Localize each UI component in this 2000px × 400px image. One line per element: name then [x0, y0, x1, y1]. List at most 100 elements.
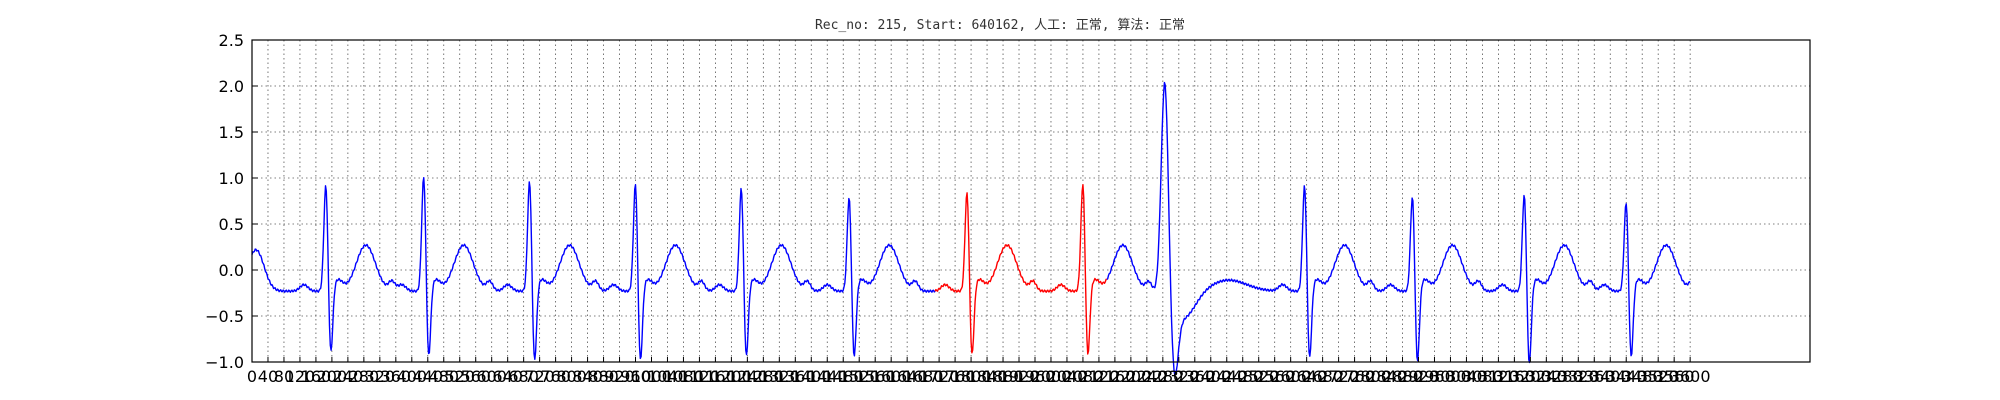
x-tick-label: 1680 [903, 367, 944, 386]
x-tick-label: 320 [365, 367, 396, 386]
x-tick-label: 3120 [1478, 367, 1519, 386]
x-tick-label: 2120 [1079, 367, 1120, 386]
x-axis-ticks: 0 408012016020024028032036040044048052056… [247, 357, 1711, 386]
x-tick-label: 3480 [1622, 367, 1663, 386]
x-tick-label: 1000 [631, 367, 672, 386]
x-tick-label: 1880 [983, 367, 1024, 386]
x-tick-label: 1760 [935, 367, 976, 386]
x-tick-label: 2480 [1222, 367, 1263, 386]
x-tick-label: 3320 [1558, 367, 1599, 386]
x-tick-label: 0 [247, 367, 257, 386]
x-tick-label: 2240 [1126, 367, 1167, 386]
x-tick-label: 2720 [1318, 367, 1359, 386]
x-tick-label: 2560 [1254, 367, 1295, 386]
x-tick-label: 880 [588, 367, 619, 386]
x-tick-label: 2600 [1270, 367, 1311, 386]
x-tick-label: 1120 [679, 367, 720, 386]
x-tick-label: 480 [428, 367, 459, 386]
y-tick-label: 2.5 [219, 31, 244, 50]
x-tick-label: 3600 [1670, 367, 1711, 386]
x-tick-label: 2880 [1382, 367, 1423, 386]
x-tick-label: 120 [285, 367, 316, 386]
x-tick-label: 1400 [791, 367, 832, 386]
x-tick-label: 80 [274, 367, 294, 386]
x-tick-label: 2440 [1206, 367, 1247, 386]
x-tick-label: 2160 [1095, 367, 1136, 386]
x-tick-label: 1640 [887, 367, 928, 386]
chart-title: Rec_no: 215, Start: 640162, 人工: 正常, 算法: … [815, 18, 1185, 33]
grid [251, 39, 1810, 363]
x-tick-label: 680 [508, 367, 539, 386]
x-tick-label: 1240 [727, 367, 768, 386]
x-tick-label: 3560 [1654, 367, 1695, 386]
x-tick-label: 1560 [855, 367, 896, 386]
x-tick-label: 2760 [1334, 367, 1375, 386]
x-tick-label: 2400 [1190, 367, 1231, 386]
ecg-traces [251, 81, 1691, 376]
x-tick-label: 840 [572, 367, 603, 386]
x-tick-label: 1480 [823, 367, 864, 386]
x-tick-label: 1280 [743, 367, 784, 386]
x-tick-label: 800 [556, 367, 587, 386]
x-tick-label: 3400 [1590, 367, 1631, 386]
x-tick-label: 3000 [1430, 367, 1471, 386]
x-tick-label: 3280 [1542, 367, 1583, 386]
x-tick-label: 400 [397, 367, 428, 386]
x-tick-label: 3520 [1638, 367, 1679, 386]
x-tick-label: 2800 [1350, 367, 1391, 386]
x-tick-label: 2280 [1142, 367, 1183, 386]
x-tick-label: 1200 [711, 367, 752, 386]
x-tick-label: 3160 [1494, 367, 1535, 386]
x-tick-label: 2000 [1031, 367, 1072, 386]
y-tick-label: 0.0 [219, 261, 244, 280]
x-tick-label: 1800 [951, 367, 992, 386]
x-tick-label: 2360 [1174, 367, 1215, 386]
x-tick-label: 40 [258, 367, 278, 386]
x-tick-label: 2840 [1366, 367, 1407, 386]
x-tick-label: 2920 [1398, 367, 1439, 386]
x-tick-label: 2520 [1238, 367, 1279, 386]
x-tick-label: 2080 [1063, 367, 1104, 386]
x-tick-label: 280 [349, 367, 380, 386]
x-tick-label: 2200 [1111, 367, 1152, 386]
x-tick-label: 920 [604, 367, 635, 386]
y-tick-label: −1.0 [205, 353, 244, 372]
x-tick-label: 1080 [663, 367, 704, 386]
y-tick-label: 2.0 [219, 77, 244, 96]
x-tick-label: 640 [492, 367, 523, 386]
ecg-series-segment-2 [934, 184, 1107, 355]
x-tick-label: 720 [524, 367, 555, 386]
x-tick-label: 360 [381, 367, 412, 386]
x-tick-label: 760 [540, 367, 571, 386]
y-axis-ticks: −1.0 −0.5 0.0 0.5 1.0 1.5 2.0 2.5 [205, 31, 258, 372]
x-tick-label: 2640 [1286, 367, 1327, 386]
x-tick-label: 3040 [1446, 367, 1487, 386]
x-tick-label: 1360 [775, 367, 816, 386]
x-tick-label: 2040 [1047, 367, 1088, 386]
x-tick-label: 2680 [1302, 367, 1343, 386]
x-tick-label: 560 [460, 367, 491, 386]
x-tick-label: 1720 [919, 367, 960, 386]
y-tick-label: 0.5 [219, 215, 244, 234]
x-tick-label: 960 [620, 367, 651, 386]
x-tick-label: 3080 [1462, 367, 1503, 386]
x-tick-label: 240 [333, 367, 364, 386]
y-tick-label: 1.0 [219, 169, 244, 188]
x-tick-label: 2960 [1414, 367, 1455, 386]
ecg-series-segment-1 [251, 176, 936, 360]
x-tick-label: 1440 [807, 367, 848, 386]
plot-frame [251, 39, 1811, 363]
x-tick-label: 600 [476, 367, 507, 386]
x-tick-label: 3200 [1510, 367, 1551, 386]
x-tick-label: 1920 [999, 367, 1040, 386]
x-tick-label: 1520 [839, 367, 880, 386]
x-tick-label: 2320 [1158, 367, 1199, 386]
y-tick-label: 1.5 [219, 123, 244, 142]
x-tick-label: 1840 [967, 367, 1008, 386]
x-tick-label: 3360 [1574, 367, 1615, 386]
ecg-series-segment-3 [1106, 81, 1691, 376]
x-tick-label: 1320 [759, 367, 800, 386]
y-tick-label: −0.5 [205, 307, 244, 326]
x-tick-label: 1600 [871, 367, 912, 386]
